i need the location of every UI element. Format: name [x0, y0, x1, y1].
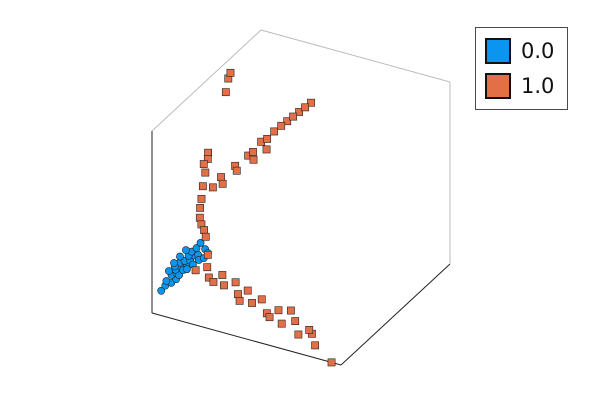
data-point-series1-46: [257, 295, 266, 304]
box-edge-top-left: [151, 29, 262, 132]
data-points: [157, 68, 336, 367]
data-point-series1-38: [277, 319, 286, 328]
data-point-series1-40: [311, 341, 320, 350]
data-point-series0-0: [157, 286, 166, 295]
data-point-series1-12: [200, 226, 209, 234]
data-point-series1-5: [199, 160, 208, 168]
data-point-series1-14: [217, 173, 225, 181]
data-point-series1-26: [277, 121, 286, 130]
data-point-series1-32: [191, 266, 200, 275]
data-point-series1-19: [283, 117, 292, 126]
data-point-series1-7: [198, 182, 207, 191]
data-point-series1-4: [203, 155, 212, 163]
data-point-series1-44: [231, 278, 240, 287]
data-point-series0-27: [182, 246, 190, 255]
legend-label-0: 0.0: [521, 39, 555, 63]
data-point-series1-55: [305, 326, 314, 334]
data-point-series1-20: [295, 108, 303, 116]
box-edge-right: [340, 263, 451, 366]
data-point-series1-54: [287, 306, 295, 315]
legend-item-0: 0.0: [485, 36, 554, 66]
data-point-series1-13: [201, 232, 210, 241]
legend-swatch-1: [485, 73, 511, 99]
axes-frame: [151, 29, 451, 366]
data-point-series1-22: [218, 179, 227, 188]
data-point-series1-21: [307, 98, 315, 107]
data-point-series1-35: [234, 290, 242, 299]
data-point-series1-41: [327, 358, 336, 367]
data-point-series1-8: [197, 194, 206, 203]
data-point-series1-6: [201, 168, 210, 177]
data-point-series0-21: [164, 267, 173, 275]
data-point-series0-4: [162, 277, 171, 285]
data-point-series1-43: [218, 271, 227, 279]
data-point-series1-31: [262, 145, 271, 154]
data-point-series0-7: [175, 271, 184, 280]
data-point-series1-25: [263, 135, 272, 143]
data-point-series1-45: [243, 286, 252, 295]
data-point-series1-9: [196, 203, 205, 212]
data-point-series1-33: [204, 273, 213, 282]
legend-swatch-0: [485, 38, 511, 64]
data-point-series1-24: [249, 148, 257, 156]
legend-item-1: 1.0: [485, 71, 554, 101]
data-point-series0-31: [196, 239, 205, 247]
data-point-series1-42: [203, 263, 212, 272]
legend: 0.0 1.0: [475, 27, 568, 110]
data-point-series1-53: [203, 250, 212, 259]
axis-x-line: [151, 312, 342, 366]
data-point-series1-30: [249, 155, 258, 164]
data-point-series1-52: [265, 313, 274, 322]
legend-label-1: 1.0: [521, 74, 555, 98]
data-point-series1-23: [232, 166, 241, 175]
data-point-series0-28: [183, 265, 191, 274]
data-point-series1-1: [226, 68, 235, 77]
data-point-series1-51: [235, 296, 244, 305]
data-point-series1-50: [209, 278, 218, 286]
data-point-series1-36: [248, 299, 256, 307]
data-point-series1-10: [195, 213, 204, 222]
data-point-series1-48: [291, 317, 300, 325]
data-point-series1-2: [221, 88, 230, 97]
data-point-series1-34: [220, 281, 228, 290]
data-point-series1-47: [274, 306, 283, 315]
data-point-series0-23: [192, 244, 201, 252]
data-point-series1-39: [294, 330, 303, 339]
data-point-series0-30: [170, 259, 178, 267]
box-edge-top-back: [260, 29, 451, 83]
data-point-series0-25: [176, 252, 184, 261]
data-point-series1-29: [301, 103, 309, 112]
data-point-series1-28: [209, 183, 217, 192]
data-point-series1-18: [270, 127, 279, 136]
data-point-series1-27: [289, 112, 298, 121]
